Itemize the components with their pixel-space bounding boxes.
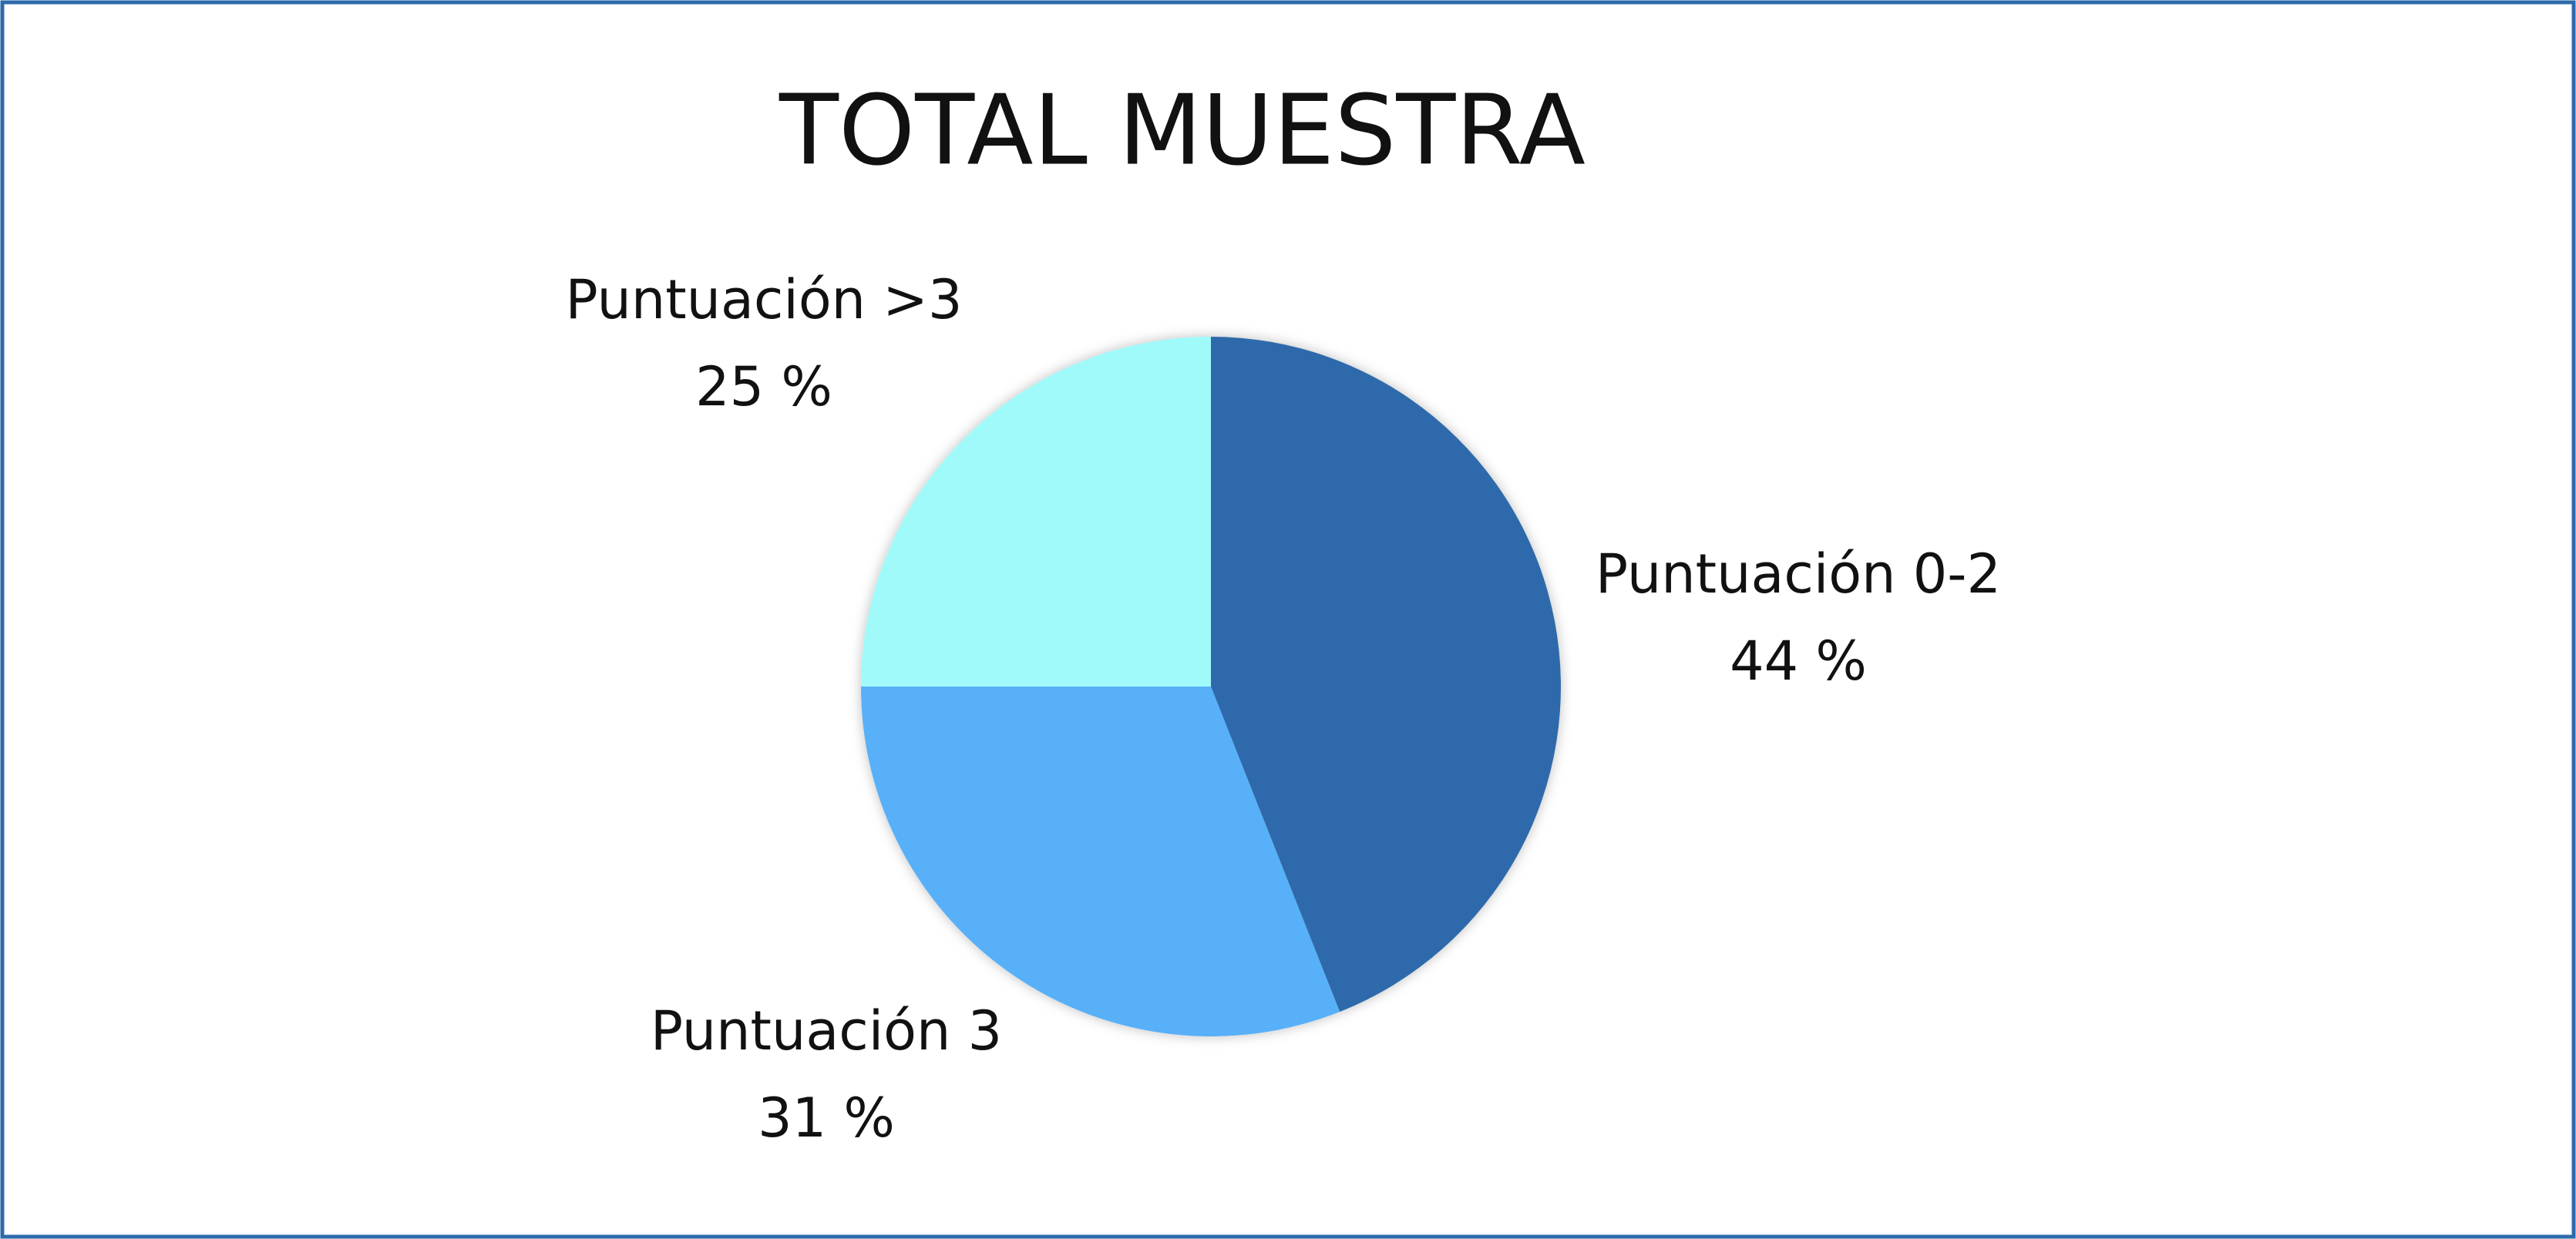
slice-label: Puntuación 0-2 <box>1596 542 2001 606</box>
chart-title: TOTAL MUESTRA <box>779 74 1586 187</box>
slice-label: Puntuación >3 <box>566 268 963 331</box>
pie-slice <box>861 337 1211 687</box>
slice-label: Puntuación 3 <box>651 999 1002 1063</box>
pie-slice <box>861 687 1340 1036</box>
pie-slice <box>1211 337 1561 1012</box>
pie <box>861 337 1561 1036</box>
slice-value-label: 25 % <box>695 355 832 418</box>
slice-value-label: 31 % <box>758 1086 895 1150</box>
slice-value-label: 44 % <box>1730 630 1867 693</box>
